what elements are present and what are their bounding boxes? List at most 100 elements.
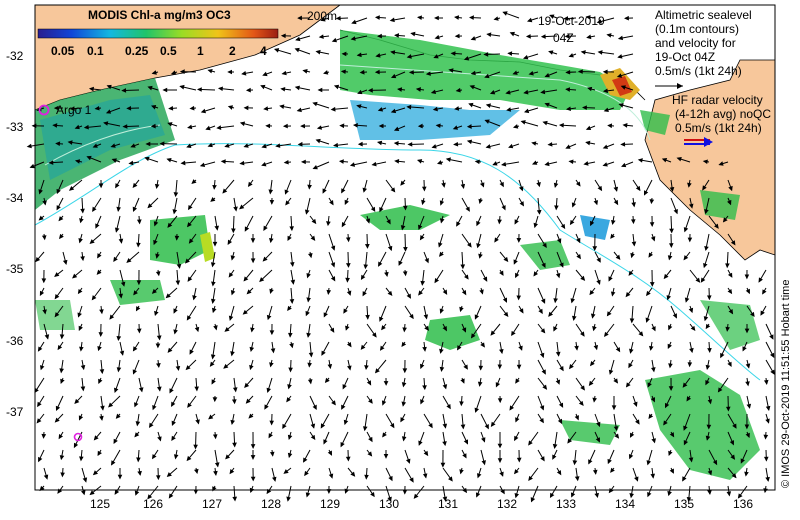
velocity-arrow-head (630, 219, 636, 225)
velocity-arrow-head (549, 14, 555, 19)
velocity-arrow-head (728, 309, 734, 315)
velocity-arrow-head (492, 161, 498, 166)
velocity-arrow-head (250, 476, 256, 482)
velocity-arrow-head (308, 352, 314, 358)
colorbar-tick: 0.05 (51, 44, 75, 58)
velocity-arrow-head (167, 347, 173, 353)
colorbar-tick: 0.1 (87, 44, 104, 58)
velocity-arrow-head (114, 387, 119, 393)
velocity-arrow-head (502, 297, 507, 303)
velocity-arrow-head (333, 142, 339, 148)
velocity-arrow-head (422, 385, 427, 391)
velocity-arrow-head (96, 269, 102, 275)
velocity-arrow-head (371, 332, 377, 338)
velocity-arrow-head (613, 186, 619, 192)
velocity-arrow-head (729, 440, 735, 446)
velocity-arrow-head (526, 17, 533, 23)
velocity-arrow-head (212, 397, 218, 403)
velocity-arrow-head (610, 233, 615, 239)
velocity-arrow-head (58, 433, 64, 440)
velocity-arrow-head (668, 363, 673, 369)
velocity-arrow-head (667, 490, 672, 497)
velocity-arrow-head (442, 384, 448, 390)
velocity-arrow-head (74, 124, 80, 130)
velocity-arrow-head (557, 418, 563, 425)
velocity-arrow-head (533, 271, 539, 277)
argo-float-marker[interactable] (38, 104, 50, 116)
velocity-arrow-head (420, 280, 426, 286)
velocity-arrow-head (589, 290, 595, 296)
velocity-arrow-head (189, 105, 195, 111)
velocity-arrow-head (428, 422, 433, 429)
velocity-arrow-head (384, 271, 389, 278)
velocity-arrow-head (134, 432, 140, 438)
colorbar-tick: 0.25 (125, 44, 149, 58)
velocity-arrow-head (210, 197, 216, 202)
velocity-arrow-head (616, 73, 623, 78)
velocity-arrow-head (386, 219, 391, 225)
velocity-arrow-head (548, 50, 554, 55)
velocity-arrow-head (397, 87, 403, 92)
velocity-arrow-head (440, 462, 446, 468)
velocity-arrow-head (232, 387, 238, 393)
velocity-arrow-head (362, 426, 368, 432)
velocity-arrow-head (417, 123, 423, 129)
colorbar-title: MODIS Chl-a mg/m3 OC3 (88, 8, 231, 22)
velocity-arrow-head (94, 105, 100, 111)
velocity-arrow-head (532, 160, 538, 165)
velocity-arrow-head (648, 252, 654, 258)
velocity-arrow-head (279, 104, 285, 109)
argo-float-marker-2[interactable] (73, 432, 83, 442)
velocity-arrow-head (265, 123, 271, 129)
velocity-arrow-head (364, 243, 370, 249)
velocity-arrow-head (138, 387, 144, 393)
velocity-arrow-head (421, 186, 427, 192)
velocity-arrow-head (418, 224, 423, 230)
velocity-arrow-head (394, 159, 400, 164)
velocity-arrow-head (479, 289, 484, 295)
velocity-arrow-head (770, 369, 775, 375)
velocity-arrow-head (227, 239, 233, 246)
velocity-arrow-head (588, 380, 594, 387)
velocity-arrow-head (727, 272, 733, 278)
velocity-arrow-head (567, 438, 573, 444)
velocity-arrow-head (503, 311, 509, 318)
velocity-arrow-head (378, 123, 384, 129)
velocity-arrow-head (185, 365, 191, 371)
velocity-arrow-head (79, 218, 84, 224)
velocity-arrow-head (695, 277, 701, 283)
velocity-arrow-head (289, 299, 295, 305)
velocity-arrow-head (597, 50, 603, 55)
velocity-arrow-head (136, 457, 141, 463)
velocity-arrow-head (516, 457, 522, 463)
velocity-arrow-head (155, 475, 161, 481)
velocity-arrow-head (390, 50, 396, 55)
velocity-arrow-head (441, 182, 446, 188)
velocity-arrow-head (80, 364, 86, 371)
velocity-arrow-head (478, 365, 484, 371)
velocity-arrow-head (227, 105, 233, 110)
velocity-arrow-head (575, 181, 581, 187)
velocity-arrow-head (669, 468, 674, 474)
velocity-arrow-head (745, 432, 750, 439)
velocity-arrow-head (762, 289, 767, 295)
velocity-arrow-head (243, 276, 249, 282)
velocity-arrow-head (638, 331, 644, 337)
velocity-arrow-head (610, 467, 615, 473)
velocity-arrow-head (362, 187, 367, 193)
velocity-arrow-head (370, 491, 375, 498)
velocity-arrow-head (62, 259, 68, 266)
velocity-arrow-head (705, 323, 711, 330)
velocity-arrow-head (431, 144, 437, 149)
velocity-arrow-head (686, 497, 692, 503)
velocity-arrow-head (357, 89, 363, 95)
velocity-arrow-head (212, 434, 218, 440)
legend-line: (0.1m contours) (655, 22, 739, 36)
velocity-arrow-head (553, 298, 558, 304)
velocity-arrow-head (377, 107, 384, 112)
velocity-arrow-head (596, 279, 601, 286)
velocity-arrow-head (402, 205, 408, 211)
velocity-arrow-head (731, 473, 737, 479)
velocity-arrow-head (706, 424, 712, 430)
velocity-arrow-head (136, 280, 142, 286)
